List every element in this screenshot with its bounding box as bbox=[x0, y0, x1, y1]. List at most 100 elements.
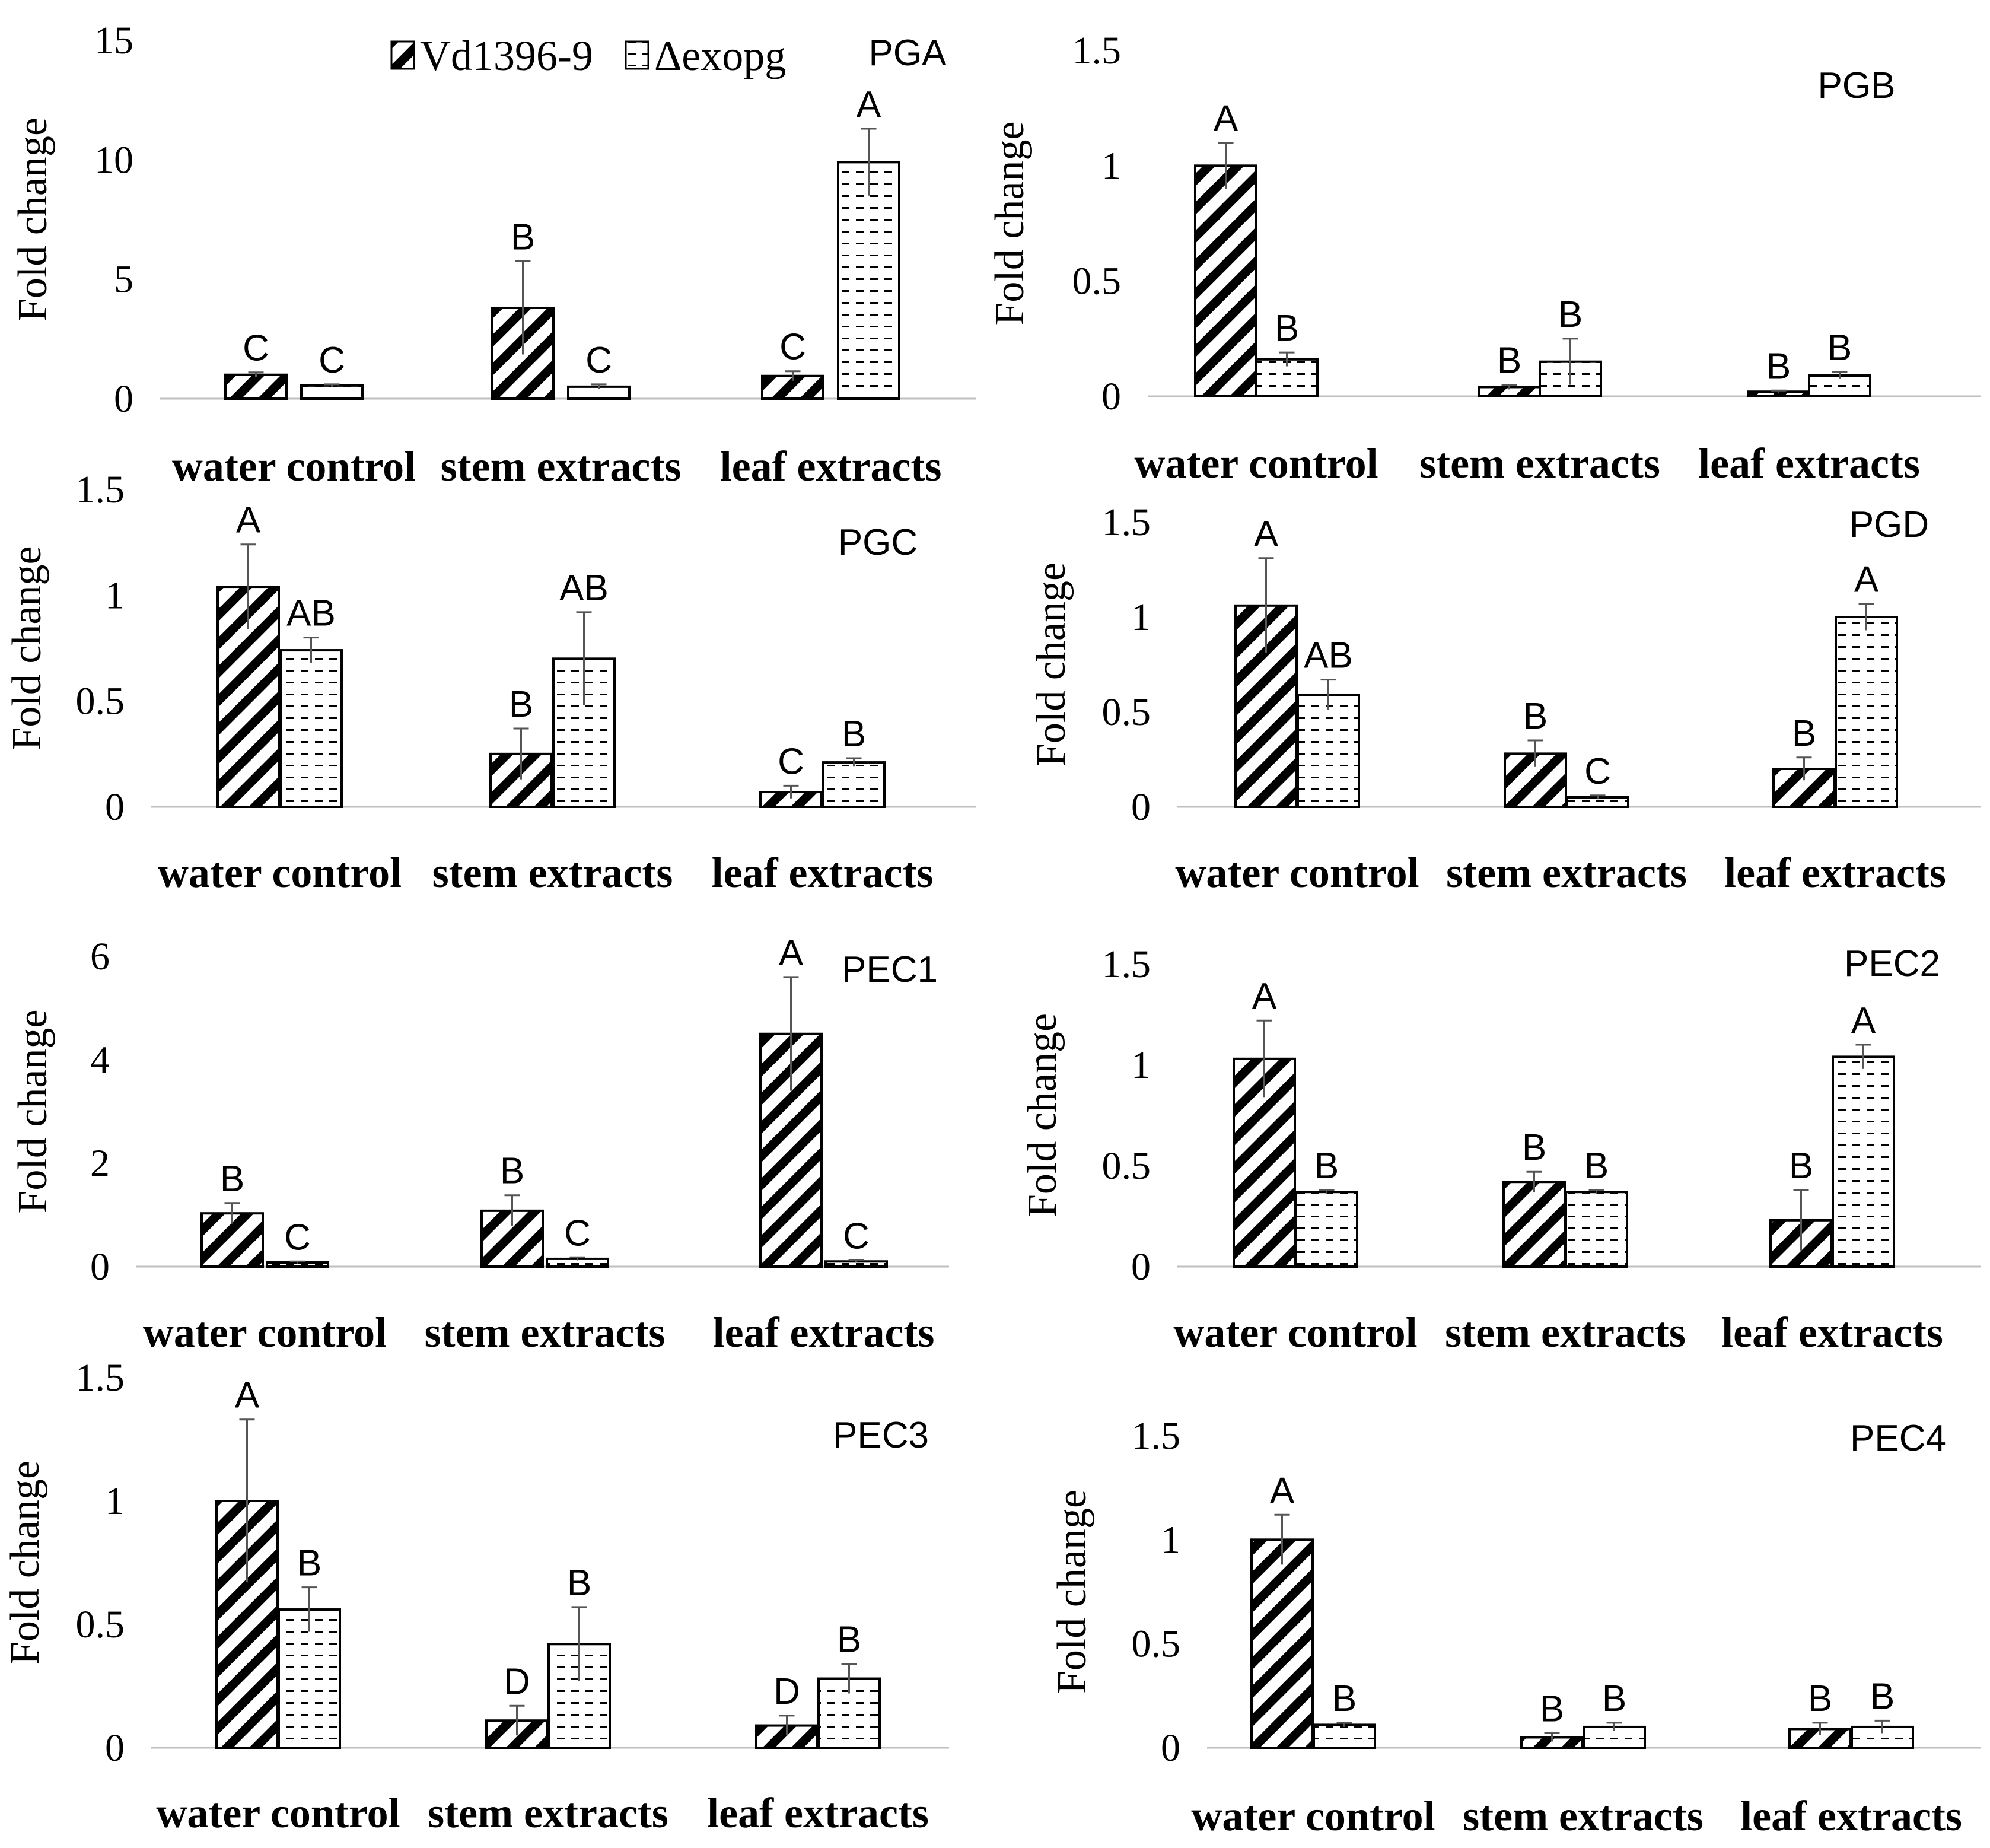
significance-letter-vd1396-leaf-extracts: A bbox=[779, 933, 804, 974]
y-axis-label: Fold change bbox=[4, 546, 50, 750]
y-axis-label: Fold change bbox=[10, 117, 56, 322]
significance-letter-dexopg-stem-extracts: C bbox=[585, 340, 612, 381]
legend-swatch-dexopg bbox=[625, 40, 649, 70]
category-label-water-control: water control bbox=[1175, 849, 1419, 896]
category-label-stem-extracts: stem extracts bbox=[1419, 440, 1660, 487]
y-tick-label: 1.5 bbox=[1102, 501, 1151, 544]
y-tick-label: 1.5 bbox=[76, 1356, 125, 1399]
category-label-water-control: water control bbox=[1173, 1309, 1417, 1356]
significance-letter-vd1396-stem-extracts: D bbox=[504, 1661, 530, 1702]
bar-dexopg-water-control bbox=[1313, 1723, 1376, 1750]
category-label-water-control: water control bbox=[1191, 1792, 1435, 1840]
significance-letter-dexopg-leaf-extracts: A bbox=[857, 84, 881, 125]
panel-pgd: 0 0.5 1 1.5 Fold change PGD water control stem … bbox=[1029, 501, 1981, 896]
significance-letter-vd1396-water-control: A bbox=[1252, 976, 1277, 1017]
bar-dexopg-leaf-extracts bbox=[822, 761, 886, 808]
bar-dexopg-leaf-extracts bbox=[1835, 616, 1898, 808]
y-tick-label: 0 bbox=[1131, 1245, 1151, 1289]
significance-letter-vd1396-stem-extracts: B bbox=[1497, 341, 1521, 381]
bar-vd1396-water-control bbox=[1194, 164, 1257, 397]
y-tick-label: 0 bbox=[1131, 785, 1151, 829]
significance-letter-vd1396-stem-extracts: B bbox=[1522, 1127, 1546, 1168]
y-tick-label: 10 bbox=[94, 138, 133, 182]
significance-letter-dexopg-water-control: B bbox=[1314, 1146, 1339, 1187]
panel-title: PGC bbox=[838, 522, 918, 563]
category-label-leaf-extracts: leaf extracts bbox=[1698, 440, 1920, 487]
bar-dexopg-leaf-extracts bbox=[1832, 1055, 1895, 1268]
bar-dexopg-stem-extracts bbox=[1565, 1191, 1628, 1268]
significance-letter-vd1396-stem-extracts: B bbox=[509, 684, 533, 725]
significance-letter-vd1396-stem-extracts: B bbox=[511, 217, 535, 257]
bar-dexopg-leaf-extracts bbox=[1808, 374, 1871, 398]
panel-title: PGA bbox=[869, 33, 947, 74]
y-axis-label: Fold change bbox=[1029, 562, 1074, 766]
category-label-leaf-extracts: leaf extracts bbox=[1740, 1792, 1962, 1840]
bar-vd1396-leaf-extracts bbox=[761, 374, 824, 400]
y-tick-label: 0 bbox=[105, 1726, 125, 1770]
significance-letter-vd1396-stem-extracts: B bbox=[1540, 1688, 1564, 1729]
significance-letter-dexopg-stem-extracts: B bbox=[567, 1563, 591, 1604]
significance-letter-vd1396-water-control: B bbox=[220, 1159, 244, 1200]
significance-letter-vd1396-leaf-extracts: B bbox=[1792, 713, 1816, 754]
category-label-water-control: water control bbox=[156, 1789, 400, 1837]
y-tick-label: 15 bbox=[94, 19, 133, 62]
category-label-water-control: water control bbox=[172, 443, 416, 490]
significance-letter-dexopg-stem-extracts: B bbox=[1584, 1146, 1609, 1187]
y-tick-label: 0.5 bbox=[1072, 260, 1122, 303]
significance-letter-vd1396-stem-extracts: B bbox=[500, 1151, 524, 1192]
significance-letter-dexopg-water-control: AB bbox=[286, 593, 336, 634]
category-label-water-control: water control bbox=[158, 849, 402, 896]
significance-letter-dexopg-leaf-extracts: C bbox=[843, 1216, 870, 1257]
y-axis-label: Fold change bbox=[2, 1461, 48, 1665]
bar-vd1396-water-control bbox=[224, 373, 288, 400]
y-tick-label: 1 bbox=[1131, 596, 1151, 639]
significance-letter-vd1396-water-control: A bbox=[1254, 514, 1279, 555]
panel-title: PGD bbox=[1849, 504, 1929, 545]
bar-dexopg-water-control bbox=[278, 1608, 341, 1750]
significance-letter-vd1396-stem-extracts: B bbox=[1523, 696, 1548, 737]
significance-letter-dexopg-leaf-extracts: B bbox=[842, 714, 866, 755]
legend-swatch-vd1396 bbox=[390, 40, 415, 70]
y-tick-label: 1 bbox=[105, 574, 125, 617]
legend-label-dexopg: Δexopg bbox=[654, 32, 786, 79]
significance-letter-dexopg-leaf-extracts: A bbox=[1854, 559, 1879, 600]
category-label-stem-extracts: stem extracts bbox=[432, 849, 673, 896]
bar-dexopg-water-control bbox=[1297, 694, 1360, 808]
y-tick-label: 0.5 bbox=[1102, 691, 1151, 734]
significance-letter-vd1396-water-control: A bbox=[235, 1375, 260, 1416]
y-tick-label: 0 bbox=[1101, 375, 1121, 418]
y-axis-label: Fold change bbox=[987, 121, 1033, 325]
y-axis-label: Fold change bbox=[1020, 1013, 1065, 1217]
y-tick-label: 1 bbox=[1101, 144, 1121, 187]
significance-letter-vd1396-water-control: A bbox=[1270, 1470, 1295, 1511]
category-label-stem-extracts: stem extracts bbox=[428, 1789, 668, 1837]
bar-vd1396-water-control bbox=[1250, 1538, 1314, 1749]
y-tick-label: 5 bbox=[114, 258, 133, 301]
bar-dexopg-water-control bbox=[279, 649, 343, 808]
panel-title: PEC3 bbox=[833, 1415, 929, 1456]
y-tick-label: 1.5 bbox=[1102, 943, 1151, 986]
panel-pec2: 0 0.5 1 1.5 Fold change PEC2 water control stem… bbox=[1020, 943, 1981, 1356]
y-tick-label: 0 bbox=[114, 377, 133, 421]
significance-letter-vd1396-leaf-extracts: C bbox=[779, 327, 806, 368]
bar-dexopg-water-control bbox=[1295, 1191, 1358, 1268]
bar-dexopg-water-control bbox=[300, 384, 364, 400]
bar-dexopg-leaf-extracts bbox=[837, 161, 900, 400]
panel-title: PEC1 bbox=[842, 949, 938, 990]
category-label-leaf-extracts: leaf extracts bbox=[1721, 1309, 1943, 1356]
bar-vd1396-stem-extracts bbox=[1502, 1181, 1566, 1268]
category-label-stem-extracts: stem extracts bbox=[441, 443, 682, 490]
significance-letter-dexopg-water-control: B bbox=[1332, 1678, 1357, 1719]
panel-pgb: 0 0.5 1 1.5 Fold change PGB water control stem … bbox=[987, 29, 1981, 487]
category-label-leaf-extracts: leaf extracts bbox=[707, 1789, 929, 1837]
y-tick-label: 0.5 bbox=[1132, 1623, 1181, 1666]
significance-letter-dexopg-stem-extracts: C bbox=[564, 1213, 591, 1254]
significance-letter-vd1396-water-control: C bbox=[243, 328, 269, 369]
y-tick-label: 1 bbox=[105, 1480, 125, 1523]
panel-pga: 0 5 10 15 Fold change PGA water control stem ex… bbox=[10, 19, 976, 490]
significance-letter-vd1396-leaf-extracts: B bbox=[1808, 1678, 1832, 1719]
category-label-water-control: water control bbox=[1134, 440, 1378, 487]
significance-letter-vd1396-leaf-extracts: D bbox=[773, 1671, 800, 1712]
panel-title: PGB bbox=[1818, 65, 1896, 106]
